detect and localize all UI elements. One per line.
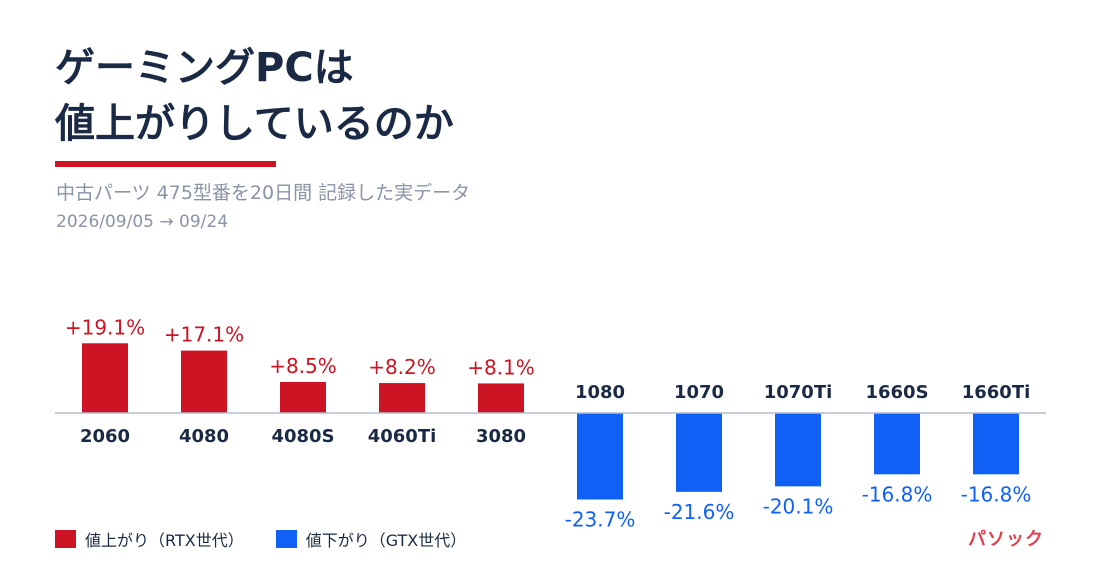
bar-4080S [280, 381, 326, 413]
value-label-1080: -23.7% [565, 508, 636, 532]
legend-item-down: 値下がり（GTX世代） [275, 527, 467, 551]
category-label-4060Ti: 4060Ti [368, 426, 437, 447]
legend-label-up: 値上がり（RTX世代） [85, 531, 244, 550]
legend-item-up: 値上がり（RTX世代） [55, 527, 244, 551]
category-label-1660Ti: 1660Ti [962, 382, 1031, 403]
category-label-1070: 1070 [674, 382, 724, 403]
value-label-2060: +19.1% [65, 315, 145, 339]
category-label-2060: 2060 [80, 426, 130, 447]
bar-1070 [676, 413, 722, 492]
value-label-1660Ti: -16.8% [961, 482, 1032, 506]
bar-3080 [478, 383, 524, 413]
value-label-4060Ti: +8.2% [368, 355, 436, 379]
bar-4060Ti [379, 383, 425, 413]
bar-1080 [577, 413, 623, 500]
category-label-4080: 4080 [179, 426, 229, 447]
category-label-1070Ti: 1070Ti [764, 382, 833, 403]
bar-4080 [181, 350, 227, 413]
legend-swatch-up [55, 530, 76, 548]
value-label-4080: +17.1% [164, 323, 244, 347]
brand-logo-text: パソック [968, 529, 1044, 550]
value-label-4080S: +8.5% [269, 354, 337, 378]
bar-1660S [874, 413, 920, 475]
value-label-1070Ti: -20.1% [763, 494, 834, 518]
bar-2060 [82, 343, 128, 413]
title-line-2: 値上がりしているのか [55, 101, 454, 147]
date-range: 2026/09/05 → 09/24 [56, 212, 229, 232]
chart-subtitle: 中古パーツ 475型番を20日間 記録した実データ [56, 182, 471, 204]
chart-title: ゲーミングPCは 値上がりしているのか [55, 40, 755, 152]
category-label-1660S: 1660S [865, 382, 928, 403]
value-label-1660S: -16.8% [862, 482, 933, 506]
legend-swatch-down [275, 530, 297, 548]
category-label-4080S: 4080S [271, 426, 334, 447]
value-label-1070: -21.6% [664, 500, 735, 524]
legend-label-down: 値下がり（GTX世代） [305, 531, 467, 550]
value-label-3080: +8.1% [467, 355, 535, 379]
bar-1070Ti [775, 413, 821, 487]
category-label-3080: 3080 [476, 426, 526, 447]
title-line-1: ゲーミングPCは [55, 45, 354, 91]
bar-1660Ti [973, 413, 1019, 475]
legend: 値上がり（RTX世代） 値下がり（GTX世代） [55, 527, 498, 551]
category-label-1080: 1080 [575, 382, 625, 403]
title-accent-bar [55, 161, 276, 167]
